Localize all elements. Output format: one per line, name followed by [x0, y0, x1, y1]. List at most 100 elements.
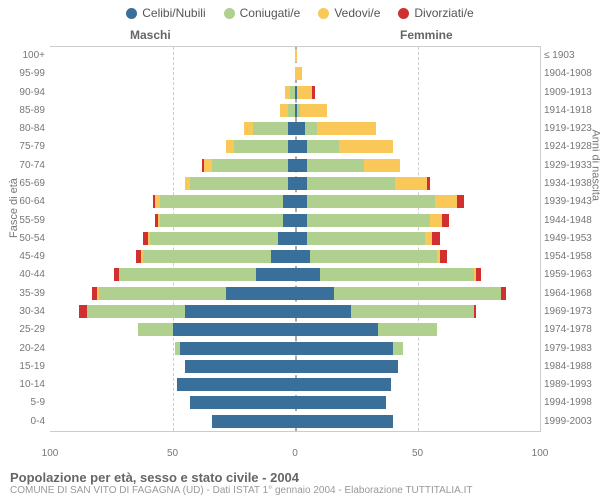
bar-female [295, 268, 481, 281]
pyramid-row: 45-491954-1958 [50, 248, 540, 266]
bar-segment [295, 378, 391, 391]
bar-female [295, 396, 386, 409]
bar-female [295, 250, 447, 263]
bar-segment [432, 232, 439, 245]
bar-segment [283, 214, 295, 227]
x-tick-label: 50 [167, 448, 178, 459]
pyramid-row: 40-441959-1963 [50, 266, 540, 284]
pyramid-row: 35-391964-1968 [50, 285, 540, 303]
x-tick-label: 50 [412, 448, 423, 459]
bar-female [295, 159, 400, 172]
bar-male [177, 378, 295, 391]
bar-segment [430, 214, 442, 227]
legend-dot [318, 8, 329, 19]
bar-segment [288, 177, 295, 190]
bar-segment [295, 287, 334, 300]
bar-segment [119, 268, 256, 281]
bar-segment [177, 378, 295, 391]
bar-segment [295, 415, 393, 428]
bar-male [114, 268, 295, 281]
age-label: 15-19 [5, 358, 45, 376]
birth-year-label: 1924-1928 [544, 138, 600, 156]
bar-segment [457, 195, 464, 208]
legend-dot [224, 8, 235, 19]
bar-male [175, 342, 295, 355]
bar-segment [501, 287, 506, 300]
birth-year-label: 1929-1933 [544, 157, 600, 175]
pyramid-row: 5-91994-1998 [50, 394, 540, 412]
bar-segment [295, 342, 393, 355]
bar-female [295, 49, 297, 62]
birth-year-label: 1964-1968 [544, 285, 600, 303]
pyramid-row: 70-741929-1933 [50, 157, 540, 175]
bar-female [295, 86, 315, 99]
bar-segment [295, 49, 297, 62]
bar-female [295, 360, 398, 373]
bar-segment [295, 195, 307, 208]
bar-segment [150, 232, 277, 245]
age-label: 35-39 [5, 285, 45, 303]
legend-item: Coniugati/e [224, 6, 301, 20]
bar-female [295, 378, 391, 391]
bar-segment [295, 305, 351, 318]
bar-segment [305, 122, 317, 135]
age-label: 85-89 [5, 102, 45, 120]
bar-segment [226, 140, 233, 153]
age-label: 80-84 [5, 120, 45, 138]
bar-segment [295, 268, 320, 281]
bar-segment [295, 122, 305, 135]
footer: Popolazione per età, sesso e stato civil… [10, 470, 590, 496]
bar-female [295, 122, 376, 135]
birth-year-label: 1994-1998 [544, 394, 600, 412]
bar-segment [295, 323, 378, 336]
bar-segment [204, 159, 211, 172]
bar-segment [307, 177, 395, 190]
bar-female [295, 342, 403, 355]
chart-container: Celibi/NubiliConiugati/eVedovi/eDivorzia… [0, 0, 600, 500]
bar-segment [138, 323, 172, 336]
bar-segment [425, 232, 432, 245]
pyramid-row: 50-541949-1953 [50, 230, 540, 248]
bar-male [226, 140, 295, 153]
bar-segment [295, 396, 386, 409]
bar-male [280, 104, 295, 117]
bar-segment [160, 214, 283, 227]
birth-year-label: 1989-1993 [544, 376, 600, 394]
pyramid-row: 65-691934-1938 [50, 175, 540, 193]
age-label: 65-69 [5, 175, 45, 193]
bar-segment [283, 195, 295, 208]
bar-segment [173, 323, 296, 336]
birth-year-label: 1939-1943 [544, 193, 600, 211]
chart-area: Fasce di età Anni di nascita 100+≤ 19039… [50, 46, 540, 446]
bar-segment [440, 250, 447, 263]
age-label: 100+ [5, 47, 45, 65]
legend-dot [398, 8, 409, 19]
age-label: 25-29 [5, 321, 45, 339]
birth-year-label: 1914-1918 [544, 102, 600, 120]
bar-segment [307, 214, 430, 227]
bar-segment [474, 305, 476, 318]
pyramid-row: 30-341969-1973 [50, 303, 540, 321]
legend-item: Celibi/Nubili [126, 6, 205, 20]
bar-segment [226, 287, 295, 300]
age-label: 50-54 [5, 230, 45, 248]
legend-label: Coniugati/e [240, 6, 301, 20]
bar-segment [212, 415, 295, 428]
age-label: 40-44 [5, 266, 45, 284]
bar-segment [320, 268, 474, 281]
bar-male [138, 323, 295, 336]
bar-male [153, 195, 295, 208]
bar-female [295, 415, 393, 428]
birth-year-label: 1949-1953 [544, 230, 600, 248]
legend-label: Divorziati/e [414, 6, 473, 20]
bar-segment [300, 104, 327, 117]
bar-segment [476, 268, 481, 281]
bar-segment [307, 140, 339, 153]
age-label: 55-59 [5, 212, 45, 230]
bar-segment [160, 195, 283, 208]
birth-year-label: 1959-1963 [544, 266, 600, 284]
header-male: Maschi [130, 28, 171, 42]
bar-segment [317, 122, 376, 135]
bar-female [295, 140, 393, 153]
bar-segment [295, 232, 307, 245]
